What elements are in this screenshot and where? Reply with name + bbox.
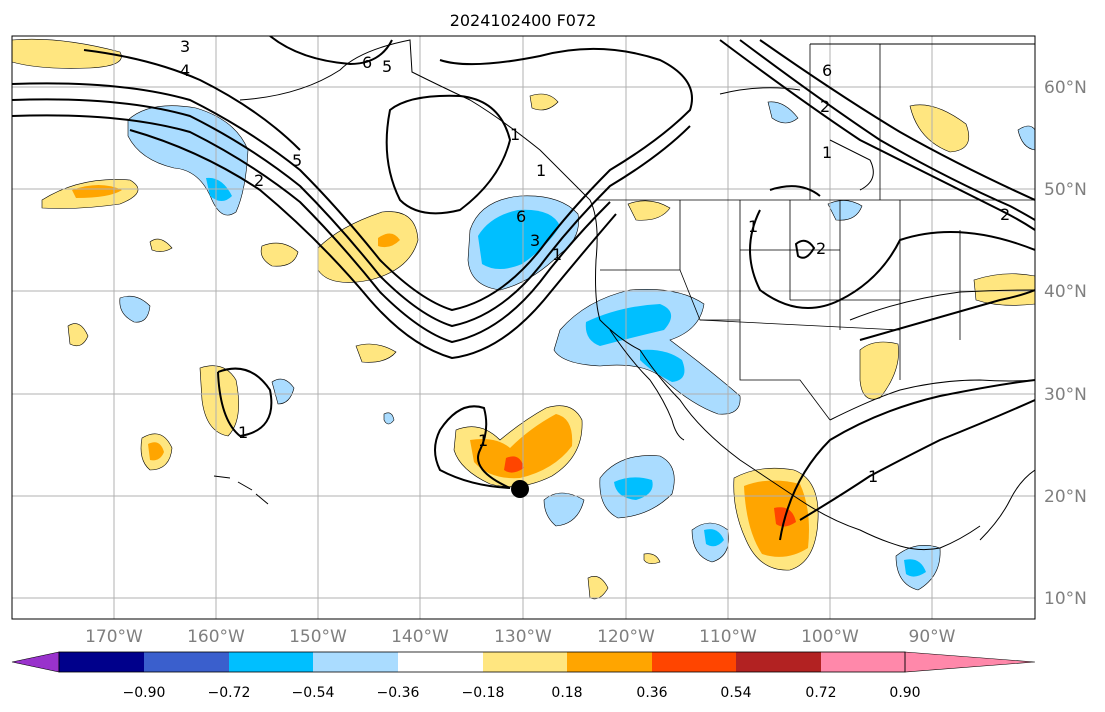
contour-label: 3 — [530, 231, 540, 250]
lon-label: 160°W — [187, 627, 245, 647]
longitude-labels: 170°W 160°W 150°W 140°W 130°W 120°W 110°… — [85, 627, 956, 647]
lat-label: 40°N — [1044, 282, 1087, 302]
location-marker — [511, 480, 529, 498]
height-contours — [12, 36, 1035, 541]
lat-label: 10°N — [1044, 589, 1087, 609]
map-frame — [11, 35, 1036, 620]
colorbar-tick-label: 0.18 — [551, 685, 582, 701]
contour-label: 2 — [254, 171, 264, 190]
contour-label: 1 — [478, 431, 488, 450]
colorbar-segment — [483, 652, 567, 672]
contour-label: 1 — [748, 217, 758, 236]
colorbar-tick-label: 0.90 — [889, 685, 920, 701]
lon-label: 90°W — [909, 627, 956, 647]
contour-label: 1 — [510, 125, 520, 144]
contour-label: 1 — [536, 161, 546, 180]
colorbar-segment — [567, 652, 652, 672]
contour-label: 4 — [180, 61, 190, 80]
contour-label: 3 — [180, 37, 190, 56]
contour-label: 5 — [292, 151, 302, 170]
contour-label: 1 — [868, 467, 878, 486]
lon-label: 110°W — [699, 627, 757, 647]
contour-label: 6 — [516, 207, 526, 226]
contour-label: 6 — [822, 61, 832, 80]
lon-label: 170°W — [85, 627, 143, 647]
lon-label: 130°W — [494, 627, 552, 647]
colorbar-segment — [736, 652, 821, 672]
lat-label: 50°N — [1044, 180, 1087, 200]
graticule — [12, 36, 1035, 619]
map-title: 2024102400 F072 — [450, 11, 597, 30]
contour-label: 2 — [816, 239, 826, 258]
colorbar-tick-label: 0.54 — [720, 685, 751, 701]
contour-label: 2 — [820, 97, 830, 116]
contour-label: 6 — [362, 53, 372, 72]
positive-anomaly-regions — [12, 38, 1035, 600]
colorbar-segment — [144, 652, 229, 672]
colorbar-tick-label: 0.72 — [805, 685, 836, 701]
contour-label: 2 — [1000, 205, 1010, 224]
colorbar-segment — [229, 652, 313, 672]
colorbar-tick-label: −0.18 — [462, 685, 505, 701]
lat-label: 20°N — [1044, 487, 1087, 507]
colorbar-tick-label: −0.72 — [208, 685, 251, 701]
colorbar-segment — [59, 652, 144, 672]
lon-label: 100°W — [801, 627, 859, 647]
colorbar-tick-label: 0.36 — [636, 685, 667, 701]
colorbar-tick-label: −0.90 — [123, 685, 166, 701]
colorbar-segment — [313, 652, 398, 672]
colorbar-extend-low — [11, 651, 60, 673]
colorbar-tick-label: −0.54 — [292, 685, 335, 701]
colorbar-tick-label: −0.36 — [377, 685, 420, 701]
political-borders — [596, 44, 1035, 421]
lon-label: 150°W — [289, 627, 347, 647]
colorbar-extend-high — [904, 651, 1036, 673]
lon-label: 140°W — [391, 627, 449, 647]
colorbar: −0.90 −0.72 −0.54 −0.36 −0.18 0.18 0.36 … — [11, 651, 1036, 701]
colorbar-frame — [58, 651, 906, 673]
colorbar-segment — [398, 652, 483, 672]
latitude-labels: 60°N 50°N 40°N 30°N 20°N 10°N — [1044, 78, 1087, 609]
colorbar-segment — [652, 652, 736, 672]
contour-label: 1 — [238, 423, 248, 442]
lon-label: 120°W — [597, 627, 655, 647]
negative-anomaly-regions — [119, 101, 1035, 591]
colorbar-segment — [821, 652, 905, 672]
lat-label: 60°N — [1044, 78, 1087, 98]
contour-label: 1 — [552, 245, 562, 264]
coastlines — [213, 39, 1035, 551]
lat-label: 30°N — [1044, 385, 1087, 405]
contour-label: 5 — [382, 57, 392, 76]
contour-label: 1 — [822, 143, 832, 162]
contour-labels: 3 4 6 5 5 2 1 6 3 1 1 2 1 6 1 2 1 1 1 2 — [180, 37, 1010, 486]
